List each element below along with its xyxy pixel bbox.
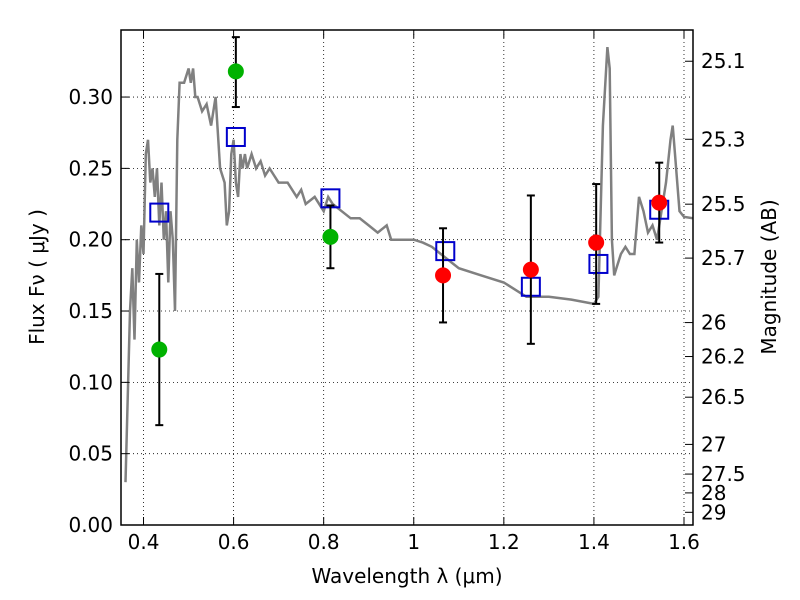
model-flux-square: [149, 202, 170, 223]
x-tick-label: 1.6: [668, 530, 700, 554]
y-tick-label: 0.20: [68, 228, 113, 252]
observed-point-red: [651, 194, 668, 211]
x-axis-title: Wavelength λ (μm): [311, 564, 502, 588]
axis-ticks: 0.4 0.6 0.8 1 1.2 1.4 1.6 0.00 0.05 0.10 0.15 0.20 0…: [68, 30, 746, 554]
x-tick-label: 1.2: [488, 530, 520, 554]
right-tick-label: 26.5: [701, 385, 746, 409]
y-tick-label: 0.25: [68, 156, 113, 180]
right-tick-label: 27: [701, 432, 726, 456]
x-tick-label: 0.6: [218, 530, 250, 554]
x-tick-label: 1: [407, 530, 420, 554]
model-flux-square: [435, 241, 456, 262]
right-tick-label: 25.3: [701, 127, 746, 151]
right-tick-label: 26: [701, 311, 726, 335]
plot-area: [124, 36, 693, 483]
observed-point-red: [435, 267, 452, 284]
right-tick-label: 25.1: [701, 49, 746, 73]
right-tick-label: 25.7: [701, 246, 746, 270]
right-tick-label: 26.2: [701, 345, 746, 369]
right-tick-label: 27.5: [701, 462, 746, 486]
y-tick-label: 0.10: [68, 370, 113, 394]
model-flux-square: [588, 253, 609, 274]
y-tick-label: 0.15: [68, 299, 113, 323]
observed-point-green: [322, 228, 339, 245]
right-tick-label: 25.5: [701, 192, 746, 216]
y-tick-label: 0.05: [68, 442, 113, 466]
y-tick-label: 0.30: [68, 85, 113, 109]
y-tick-label: 0.00: [68, 513, 113, 537]
y-axis-title: Flux Fν ( μJy ): [25, 209, 49, 345]
right-axis-title: Magnitude (AB): [757, 199, 781, 354]
plot-frame: [120, 29, 694, 526]
model-sed-line: [124, 46, 693, 483]
x-tick-label: 0.4: [128, 530, 160, 554]
x-tick-label: 0.8: [308, 530, 340, 554]
observed-point-green: [151, 341, 168, 358]
right-tick-label: 29: [701, 500, 726, 524]
observed-point-red: [588, 234, 605, 251]
observed-point-green: [227, 63, 244, 80]
model-flux-square: [225, 126, 246, 147]
observed-point-red: [522, 261, 539, 278]
right-tick-label: 28: [701, 481, 726, 505]
x-tick-label: 1.4: [578, 530, 610, 554]
